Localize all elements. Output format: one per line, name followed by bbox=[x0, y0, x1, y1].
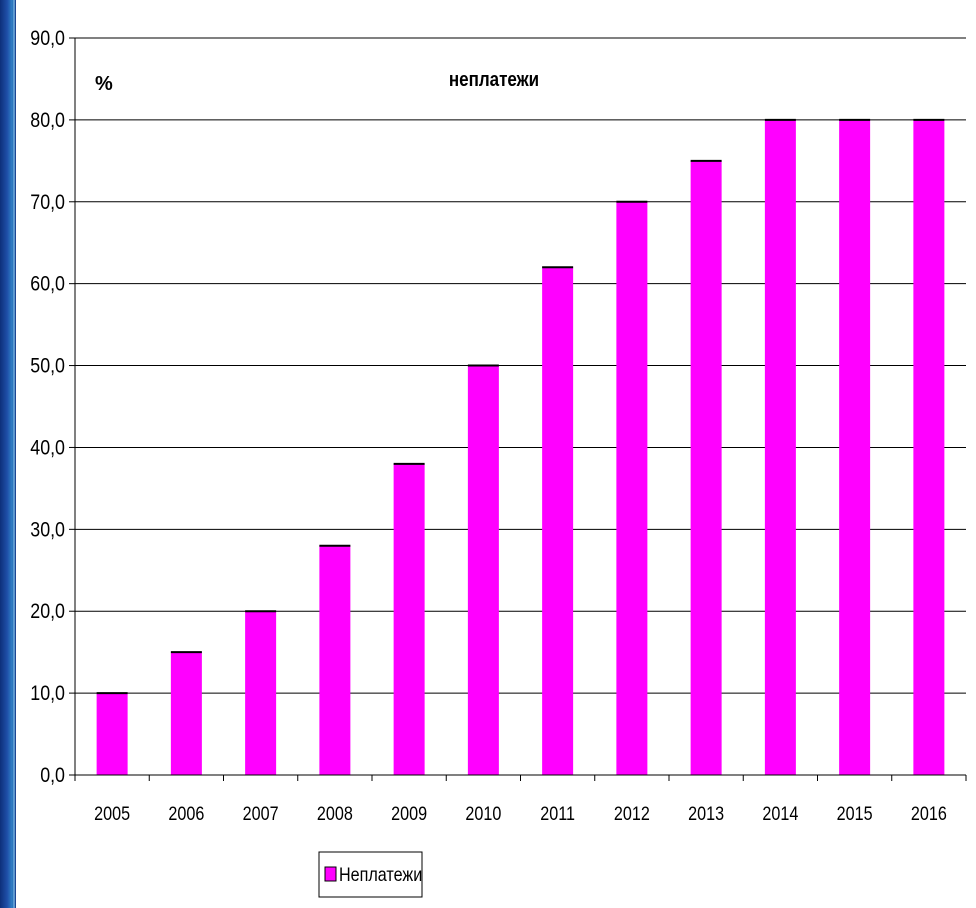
legend-swatch bbox=[324, 866, 337, 882]
axes bbox=[74, 38, 966, 776]
bar bbox=[245, 611, 277, 775]
bar bbox=[690, 160, 722, 776]
legend: Неплатежи bbox=[318, 851, 423, 898]
y-tick-label: 10,0 bbox=[30, 682, 65, 706]
x-tick-label: 2013 bbox=[688, 803, 724, 825]
y-tick-label: 40,0 bbox=[30, 436, 65, 460]
y-tick-label: 70,0 bbox=[30, 190, 65, 214]
x-tick-label: 2008 bbox=[317, 803, 353, 825]
x-tick-label: 2014 bbox=[762, 803, 798, 825]
x-tick-label: 2011 bbox=[540, 803, 575, 825]
x-tick-label: 2010 bbox=[465, 803, 501, 825]
legend-label: Неплатежи bbox=[339, 864, 422, 886]
bar bbox=[96, 693, 128, 775]
y-axis-label: % bbox=[95, 73, 113, 95]
x-tick-label: 2012 bbox=[614, 803, 650, 825]
bar bbox=[467, 365, 499, 775]
x-tick-label: 2016 bbox=[911, 803, 947, 825]
bar bbox=[839, 119, 871, 775]
y-tick-label: 80,0 bbox=[30, 109, 65, 133]
x-tick-labels: 2005 2006 2007 2008 2009 2010 2011 2012 2013 2014… bbox=[74, 775, 967, 825]
x-tick-label: 2006 bbox=[168, 803, 204, 825]
gridlines bbox=[69, 37, 966, 776]
bar bbox=[542, 267, 574, 775]
bar bbox=[616, 201, 648, 775]
bar bbox=[170, 652, 202, 775]
x-tick-label: 2009 bbox=[391, 803, 427, 825]
slide-edge-decoration bbox=[0, 0, 16, 908]
y-tick-label: 0,0 bbox=[40, 764, 65, 788]
bars bbox=[96, 118, 945, 776]
bar bbox=[393, 463, 425, 775]
chart-title: неплатежи bbox=[449, 68, 539, 91]
y-tick-label: 60,0 bbox=[30, 272, 65, 296]
y-tick-label: 90,0 bbox=[30, 27, 65, 51]
bar bbox=[913, 119, 945, 775]
bar bbox=[319, 545, 351, 775]
x-tick-label: 2005 bbox=[94, 803, 130, 825]
y-tick-label: 20,0 bbox=[30, 600, 65, 624]
y-tick-label: 30,0 bbox=[30, 518, 65, 542]
x-tick-label: 2015 bbox=[837, 803, 873, 825]
bar bbox=[764, 119, 796, 775]
y-tick-labels: 0,0 10,0 20,0 30,0 40,0 50,0 60,0 70,0 80,0 90,0 bbox=[30, 27, 65, 788]
y-tick-label: 50,0 bbox=[30, 354, 65, 378]
x-tick-label: 2007 bbox=[243, 803, 279, 825]
